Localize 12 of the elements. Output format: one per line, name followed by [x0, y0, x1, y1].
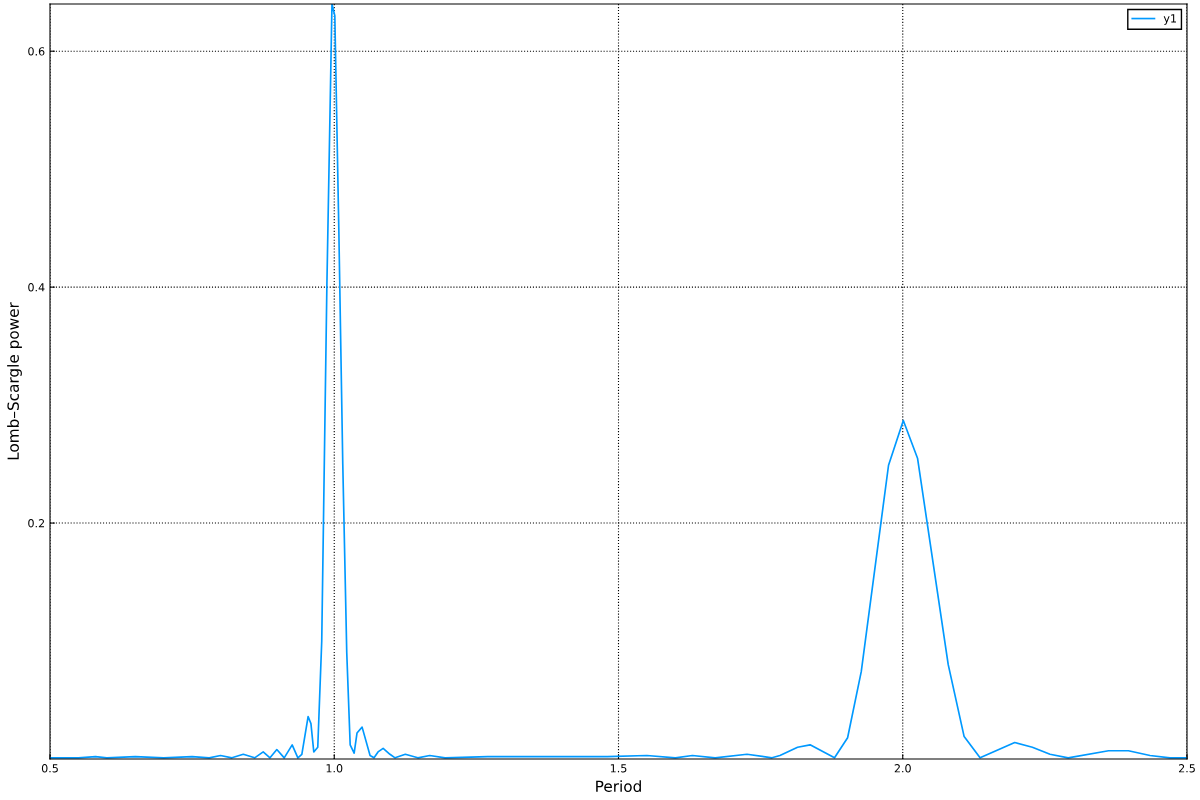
line-series — [50, 4, 1187, 759]
x-tick-label: 1.5 — [610, 764, 627, 773]
legend-label: y1 — [1163, 14, 1176, 25]
x-tick-label: 1.0 — [326, 764, 343, 773]
x-tick-label: 2.0 — [894, 764, 911, 773]
y-tick-label: 0.2 — [28, 519, 45, 528]
x-tick-label: 0.5 — [41, 764, 58, 773]
x-tick-label: 2.5 — [1178, 764, 1195, 773]
x-axis-title: Period — [596, 780, 641, 792]
y-tick-label: 0.4 — [28, 283, 45, 292]
y-tick-label: 0.6 — [28, 47, 45, 56]
y-axis-title: Lomb–Scargle power — [7, 302, 22, 460]
